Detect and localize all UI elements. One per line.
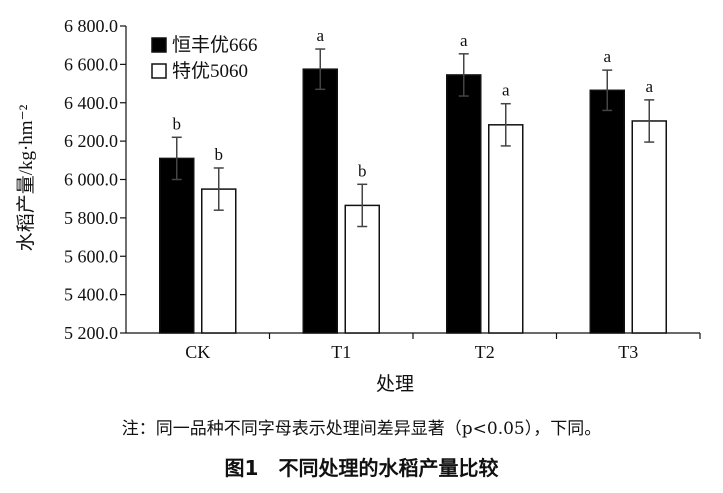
figure-note: 注：同一品种不同字母表示处理间差异显著（p<0.05），下同。: [121, 419, 602, 439]
bar-chart-svg: 5 200.0 5 400.0 5 600.0 5 800.0 6 000.0 6 200…: [15, 16, 701, 395]
y-axis: 5 200.0 5 400.0 5 600.0 5 800.0 6 000.0 6 200…: [64, 16, 127, 343]
y-tick-label: 6 000.0: [64, 170, 118, 190]
significance-label: a: [502, 81, 510, 100]
legend-swatch: [151, 37, 167, 53]
x-tick-label: T1: [331, 342, 351, 362]
bar: [302, 68, 338, 334]
chart: 5 200.0 5 400.0 5 600.0 5 800.0 6 000.0 6 200…: [15, 16, 701, 395]
bar: [159, 157, 195, 334]
significance-label: a: [645, 77, 653, 96]
y-tick-label: 5 800.0: [64, 208, 118, 228]
figure-caption: 图1 不同处理的水稻产量比较: [224, 456, 499, 480]
legend: 恒丰优666 特优5060: [151, 34, 258, 82]
x-tick-label: CK: [185, 342, 210, 362]
bar: [631, 120, 667, 334]
significance-label: b: [173, 114, 182, 133]
legend-label: 恒丰优666: [172, 34, 258, 56]
bars: b a a a b b a a: [159, 26, 667, 334]
y-axis-title: 水稻产量/kg·hm⁻²: [15, 104, 37, 251]
y-tick-label: 6 200.0: [64, 131, 118, 151]
significance-label: b: [358, 161, 367, 180]
x-axis: CK T1 T2 T3: [126, 332, 701, 362]
legend-label: 特优5060: [172, 60, 248, 82]
x-axis-title: 处理: [376, 373, 414, 395]
bar: [446, 74, 482, 334]
significance-label: b: [215, 145, 224, 164]
y-tick-label: 6 600.0: [64, 54, 118, 74]
bar: [488, 124, 524, 334]
x-tick-label: T2: [475, 342, 495, 362]
bar: [589, 89, 625, 334]
legend-swatch: [151, 63, 167, 79]
y-tick-label: 6 800.0: [64, 16, 118, 36]
significance-label: a: [603, 47, 611, 66]
significance-label: a: [316, 26, 324, 45]
y-tick-label: 5 600.0: [64, 246, 118, 266]
y-tick-label: 6 400.0: [64, 93, 118, 113]
significance-label: a: [460, 31, 468, 50]
y-tick-label: 5 400.0: [64, 285, 118, 305]
y-tick-label: 5 200.0: [64, 323, 118, 343]
x-tick-label: T3: [618, 342, 638, 362]
